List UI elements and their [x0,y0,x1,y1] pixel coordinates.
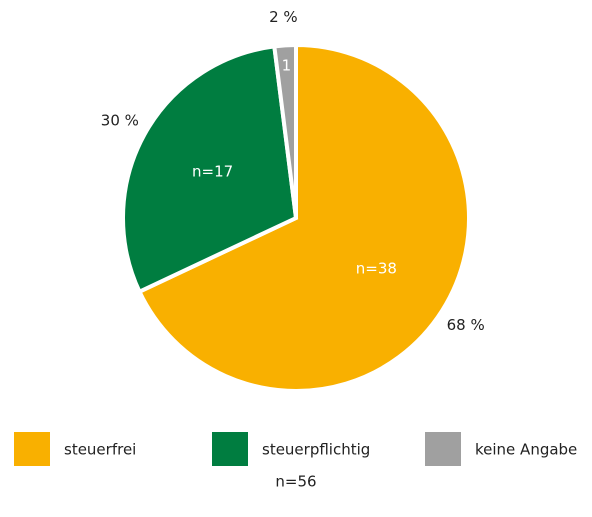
value-label: 2 % [269,8,298,26]
value-label: 68 % [447,316,485,334]
count-label: n=17 [192,163,233,181]
legend-swatch [212,432,248,466]
total-note: n=56 [275,473,316,491]
legend-label: steuerpflichtig [262,441,370,459]
legend-swatch [425,432,461,466]
legend-swatch [14,432,50,466]
pie-slice [136,42,471,393]
count-label: 1 [282,57,292,75]
pie-slice [272,42,298,219]
pie-slice [121,44,299,295]
legend-label: keine Angabe [475,441,577,459]
value-label: 30 % [101,112,139,130]
count-label: n=38 [356,259,397,277]
legend-label: steuerfrei [64,441,136,459]
